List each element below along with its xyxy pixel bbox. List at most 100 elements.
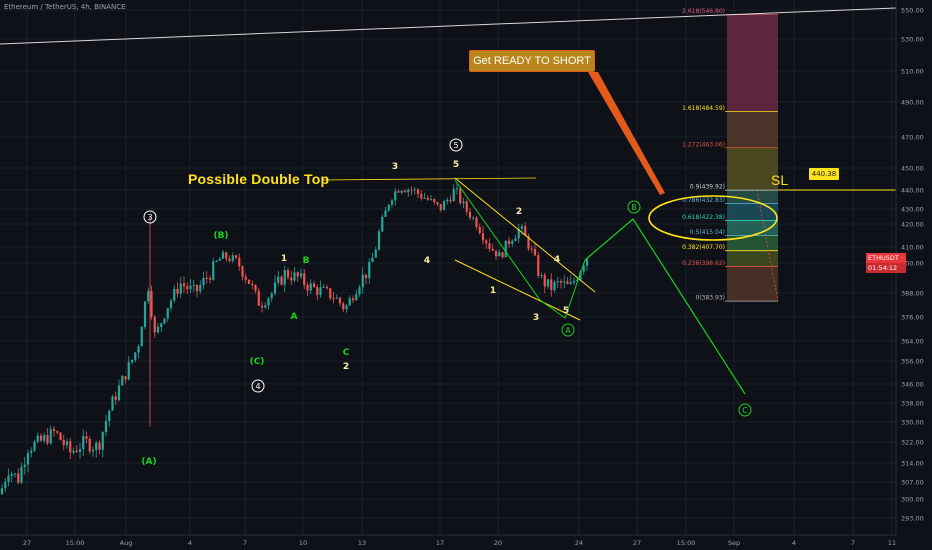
y-tick-label: 470.00 — [901, 134, 924, 142]
candle-body — [433, 198, 436, 203]
fib-level-label: 1.272(463.06) — [682, 141, 725, 148]
candle-body — [176, 288, 179, 294]
candle-body — [251, 283, 254, 286]
candle-body — [358, 287, 361, 295]
candle-body — [228, 258, 231, 262]
candle-body — [160, 323, 163, 328]
y-tick-label: 314.00 — [901, 460, 924, 468]
candle-body — [166, 307, 169, 319]
candle-body — [65, 441, 69, 446]
fib-zone — [727, 14, 778, 112]
candle-body — [124, 376, 127, 380]
candle-body — [316, 287, 319, 295]
y-tick-label: 364.00 — [901, 338, 924, 346]
candle-body — [153, 316, 156, 333]
candle-body — [426, 197, 429, 200]
candle-body — [56, 431, 59, 433]
candle-body — [10, 473, 13, 476]
candle-body — [475, 217, 478, 227]
wave-label: 2 — [343, 362, 349, 372]
x-tick-label: 24 — [575, 539, 583, 547]
wave-label: (C) — [250, 357, 265, 367]
candle-body — [384, 210, 387, 217]
short-callout: Get READY TO SHORT — [469, 50, 595, 72]
candle-body — [280, 276, 283, 285]
y-tick-label: 400.00 — [901, 260, 924, 268]
fib-zone — [727, 190, 778, 204]
candle-body — [498, 252, 501, 257]
candle-body — [494, 250, 498, 257]
candle-body — [400, 190, 403, 193]
candle-body — [514, 238, 517, 241]
candle-body — [566, 281, 569, 284]
candle-body — [264, 305, 267, 308]
candle-body — [33, 441, 36, 451]
double-top-label: Possible Double Top — [188, 171, 330, 187]
wave-label: (B) — [213, 231, 228, 241]
candle-body — [416, 189, 420, 194]
wave-label: (A) — [141, 457, 156, 467]
candle-body — [413, 189, 416, 191]
candle-body — [481, 233, 485, 241]
y-tick-label: 510.00 — [901, 68, 924, 76]
candle-body — [215, 260, 218, 262]
y-tick-label: 338.00 — [901, 400, 924, 408]
callout-pointer — [588, 72, 665, 195]
x-tick-label: 4 — [188, 539, 192, 547]
wave-label: 1 — [281, 254, 287, 264]
y-tick-label: 307.00 — [901, 479, 924, 487]
candle-body — [322, 287, 325, 289]
candle-body — [143, 301, 147, 327]
candle-body — [140, 326, 143, 347]
candle-body — [452, 189, 455, 202]
candle-body — [260, 305, 264, 308]
x-tick-label: 4 — [792, 539, 796, 547]
candle-body — [572, 280, 576, 283]
candle-body — [423, 197, 426, 199]
candle-body — [397, 191, 400, 193]
candle-body — [0, 488, 4, 495]
wave-label: A — [291, 312, 298, 322]
x-axis-panel — [0, 535, 932, 550]
candle-body — [329, 288, 332, 299]
y-tick-label: 440.00 — [901, 187, 924, 195]
wedge-upper-line — [454, 177, 596, 293]
projection-abc-path — [584, 218, 746, 395]
candle-body — [410, 189, 413, 191]
candle-body — [403, 190, 407, 193]
symbol-title: Ethereum / TetherUS, 4h, BINANCE — [4, 3, 126, 11]
target-zone-ellipse — [648, 195, 778, 241]
candle-body — [39, 435, 43, 441]
candle-body — [488, 243, 491, 249]
candle-body — [52, 429, 56, 432]
candle-body — [218, 258, 221, 261]
candle-body — [205, 277, 208, 279]
candle-body — [244, 276, 247, 280]
y-tick-label: 388.00 — [901, 290, 924, 298]
candle-body — [335, 297, 338, 299]
candle-body — [78, 449, 82, 452]
candle-body — [150, 291, 153, 317]
candle-body — [387, 204, 390, 211]
candle-body — [537, 255, 540, 276]
y-tick-label: 530.00 — [901, 36, 924, 44]
wave-label: 4 — [255, 382, 260, 391]
y-tick-label: 410.00 — [901, 244, 924, 252]
candle-body — [429, 198, 433, 200]
candle-body — [576, 279, 579, 281]
candle-body — [507, 240, 511, 244]
candle-body — [381, 216, 384, 232]
candle-body — [95, 442, 98, 450]
candle-body — [374, 249, 377, 258]
candle-body — [319, 287, 322, 295]
candle-body — [559, 281, 563, 283]
fib-level-label: 2.618(546.80) — [682, 8, 725, 15]
candle-body — [234, 255, 238, 258]
candle-body — [7, 475, 10, 482]
wave-label: 5 — [563, 306, 569, 316]
candle-body — [108, 410, 111, 422]
wave-label: 3 — [392, 162, 398, 172]
candle-body — [202, 277, 205, 286]
